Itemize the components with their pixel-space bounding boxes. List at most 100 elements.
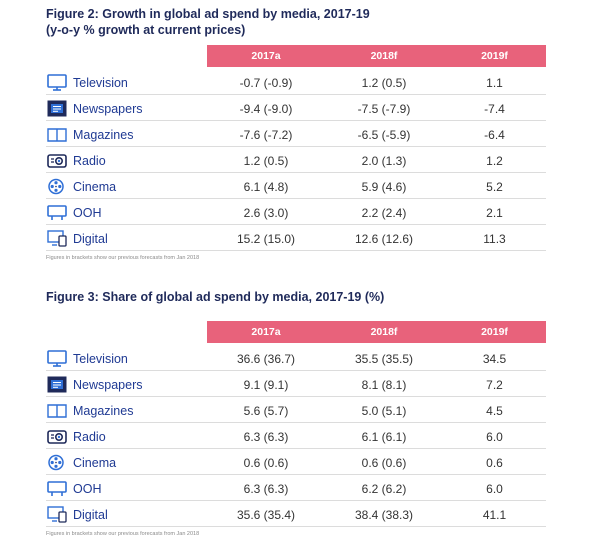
table-row-television: Television -0.7 (-0.9) 1.2 (0.5) 1.1: [46, 70, 546, 96]
figure-2-note: Figures in brackets show our previous fo…: [46, 255, 546, 261]
media-label: OOH: [73, 200, 101, 226]
cell-2019f: 6.0: [443, 424, 546, 450]
magazine-icon: [47, 402, 67, 419]
figure-3-rows: Television 36.6 (36.7) 35.5 (35.5) 34.5 News…: [46, 346, 546, 528]
table-row-magazines: Magazines 5.6 (5.7) 5.0 (5.1) 4.5: [46, 398, 546, 424]
cell-2017a: -7.6 (-7.2): [207, 122, 325, 148]
cell-2017a: 6.3 (6.3): [207, 476, 325, 502]
cell-2017a: -0.7 (-0.9): [207, 70, 325, 96]
row-divider: [46, 198, 546, 199]
cell-2018f: -6.5 (-5.9): [325, 122, 443, 148]
digital-devices-icon: [47, 506, 67, 523]
row-divider: [46, 526, 546, 527]
figure-3-note: Figures in brackets show our previous fo…: [46, 531, 546, 537]
cell-2019f: 11.3: [443, 226, 546, 252]
row-divider: [46, 172, 546, 173]
newspaper-icon: [47, 376, 67, 393]
cell-2019f: 1.2: [443, 148, 546, 174]
table-row-television: Television 36.6 (36.7) 35.5 (35.5) 34.5: [46, 346, 546, 372]
row-divider: [46, 474, 546, 475]
table-row-digital: Digital 15.2 (15.0) 12.6 (12.6) 11.3: [46, 226, 546, 252]
table-row-digital: Digital 35.6 (35.4) 38.4 (38.3) 41.1: [46, 502, 546, 528]
cell-2017a: 6.1 (4.8): [207, 174, 325, 200]
cell-2019f: 41.1: [443, 502, 546, 528]
cell-2018f: 2.0 (1.3): [325, 148, 443, 174]
media-label: Newspapers: [73, 96, 142, 122]
television-icon: [47, 74, 67, 91]
cell-2018f: -7.5 (-7.9): [325, 96, 443, 122]
radio-icon: [47, 152, 67, 169]
table-row-radio: Radio 1.2 (0.5) 2.0 (1.3) 1.2: [46, 148, 546, 174]
row-divider: [46, 370, 546, 371]
cell-2017a: 9.1 (9.1): [207, 372, 325, 398]
cell-2018f: 8.1 (8.1): [325, 372, 443, 398]
cell-2017a: 0.6 (0.6): [207, 450, 325, 476]
figure-3-title: Figure 3: Share of global ad spend by me…: [46, 289, 546, 305]
table-row-newspapers: Newspapers -9.4 (-9.0) -7.5 (-7.9) -7.4: [46, 96, 546, 122]
media-label: Newspapers: [73, 372, 142, 398]
table-row-radio: Radio 6.3 (6.3) 6.1 (6.1) 6.0: [46, 424, 546, 450]
cell-2019f: 2.1: [443, 200, 546, 226]
cell-2019f: 6.0: [443, 476, 546, 502]
column-header-2018f: 2018f: [325, 321, 443, 343]
table-row-ooh: OOH 2.6 (3.0) 2.2 (2.4) 2.1: [46, 200, 546, 226]
cell-2017a: 2.6 (3.0): [207, 200, 325, 226]
media-label: Television: [73, 70, 128, 96]
billboard-icon: [47, 480, 67, 497]
cell-2019f: 4.5: [443, 398, 546, 424]
row-divider: [46, 396, 546, 397]
media-label: Radio: [73, 148, 106, 174]
media-label: Digital: [73, 502, 108, 528]
row-divider: [46, 500, 546, 501]
cell-2017a: 36.6 (36.7): [207, 346, 325, 372]
column-header-2017a: 2017a: [207, 45, 325, 67]
radio-icon: [47, 428, 67, 445]
cell-2019f: 5.2: [443, 174, 546, 200]
cell-2019f: 1.1: [443, 70, 546, 96]
media-label: Cinema: [73, 450, 116, 476]
cell-2018f: 35.5 (35.5): [325, 346, 443, 372]
cell-2018f: 6.2 (6.2): [325, 476, 443, 502]
column-header-2019f: 2019f: [443, 321, 546, 343]
billboard-icon: [47, 204, 67, 221]
cell-2019f: 0.6: [443, 450, 546, 476]
column-header-2017a: 2017a: [207, 321, 325, 343]
cell-2017a: 5.6 (5.7): [207, 398, 325, 424]
cell-2018f: 6.1 (6.1): [325, 424, 443, 450]
cell-2018f: 5.9 (4.6): [325, 174, 443, 200]
cell-2018f: 0.6 (0.6): [325, 450, 443, 476]
cell-2019f: -6.4: [443, 122, 546, 148]
table-row-ooh: OOH 6.3 (6.3) 6.2 (6.2) 6.0: [46, 476, 546, 502]
media-label: Television: [73, 346, 128, 372]
cell-2017a: 1.2 (0.5): [207, 148, 325, 174]
cell-2018f: 1.2 (0.5): [325, 70, 443, 96]
media-label: Radio: [73, 424, 106, 450]
cell-2018f: 5.0 (5.1): [325, 398, 443, 424]
column-header-2019f: 2019f: [443, 45, 546, 67]
figure-2: Figure 2: Growth in global ad spend by m…: [46, 6, 546, 261]
table-row-newspapers: Newspapers 9.1 (9.1) 8.1 (8.1) 7.2: [46, 372, 546, 398]
film-reel-icon: [47, 454, 67, 471]
figure-2-header-row: 2017a 2018f 2019f: [46, 45, 546, 67]
cell-2017a: -9.4 (-9.0): [207, 96, 325, 122]
media-label: Magazines: [73, 122, 133, 148]
column-header-2018f: 2018f: [325, 45, 443, 67]
figure-2-title: Figure 2: Growth in global ad spend by m…: [46, 6, 546, 38]
media-label: OOH: [73, 476, 101, 502]
figure-2-rows: Television -0.7 (-0.9) 1.2 (0.5) 1.1 Newspap…: [46, 70, 546, 252]
row-divider: [46, 422, 546, 423]
figure-3-header-row: 2017a 2018f 2019f: [46, 321, 546, 343]
row-divider: [46, 146, 546, 147]
cell-2019f: 34.5: [443, 346, 546, 372]
table-row-cinema: Cinema 0.6 (0.6) 0.6 (0.6) 0.6: [46, 450, 546, 476]
cell-2018f: 38.4 (38.3): [325, 502, 443, 528]
media-label: Cinema: [73, 174, 116, 200]
table-row-cinema: Cinema 6.1 (4.8) 5.9 (4.6) 5.2: [46, 174, 546, 200]
cell-2018f: 2.2 (2.4): [325, 200, 443, 226]
figure-2-title-line-1: Figure 2: Growth in global ad spend by m…: [46, 6, 546, 22]
cell-2017a: 6.3 (6.3): [207, 424, 325, 450]
figure-3: Figure 3: Share of global ad spend by me…: [46, 289, 546, 537]
row-divider: [46, 94, 546, 95]
film-reel-icon: [47, 178, 67, 195]
table-row-magazines: Magazines -7.6 (-7.2) -6.5 (-5.9) -6.4: [46, 122, 546, 148]
